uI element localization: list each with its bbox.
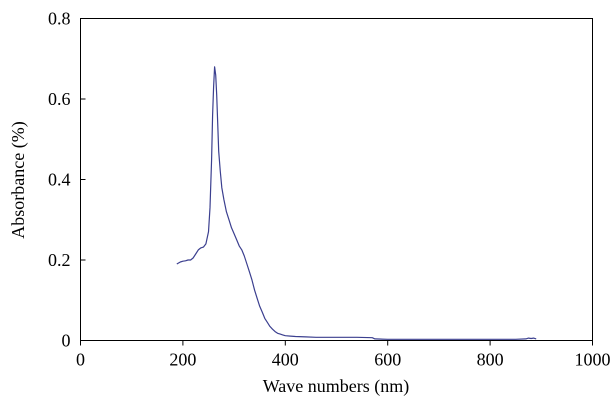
y-tick-label: 0: [62, 331, 71, 351]
y-axis-title: Absorbance (%): [8, 121, 29, 238]
x-axis: 0 200 400 600 800 1000: [76, 340, 611, 370]
plot-frame: [80, 18, 593, 341]
y-tick-label: 0.2: [48, 250, 71, 270]
x-tick-label: 200: [169, 350, 196, 370]
x-tick-label: 400: [272, 350, 299, 370]
absorbance-series-line: [176, 66, 537, 340]
y-tick-label: 0.6: [48, 89, 71, 109]
x-tick-label: 0: [76, 350, 85, 370]
y-tick-label: 0.8: [48, 9, 71, 29]
x-tick-label: 1000: [575, 350, 611, 370]
x-axis-title: Wave numbers (nm): [263, 376, 410, 397]
x-tick-label: 600: [374, 350, 401, 370]
x-tick-label: 800: [477, 350, 504, 370]
series-layer: [176, 66, 537, 340]
y-axis: 0 0.2 0.4 0.6 0.8: [48, 9, 86, 351]
y-tick-label: 0.4: [48, 170, 71, 190]
